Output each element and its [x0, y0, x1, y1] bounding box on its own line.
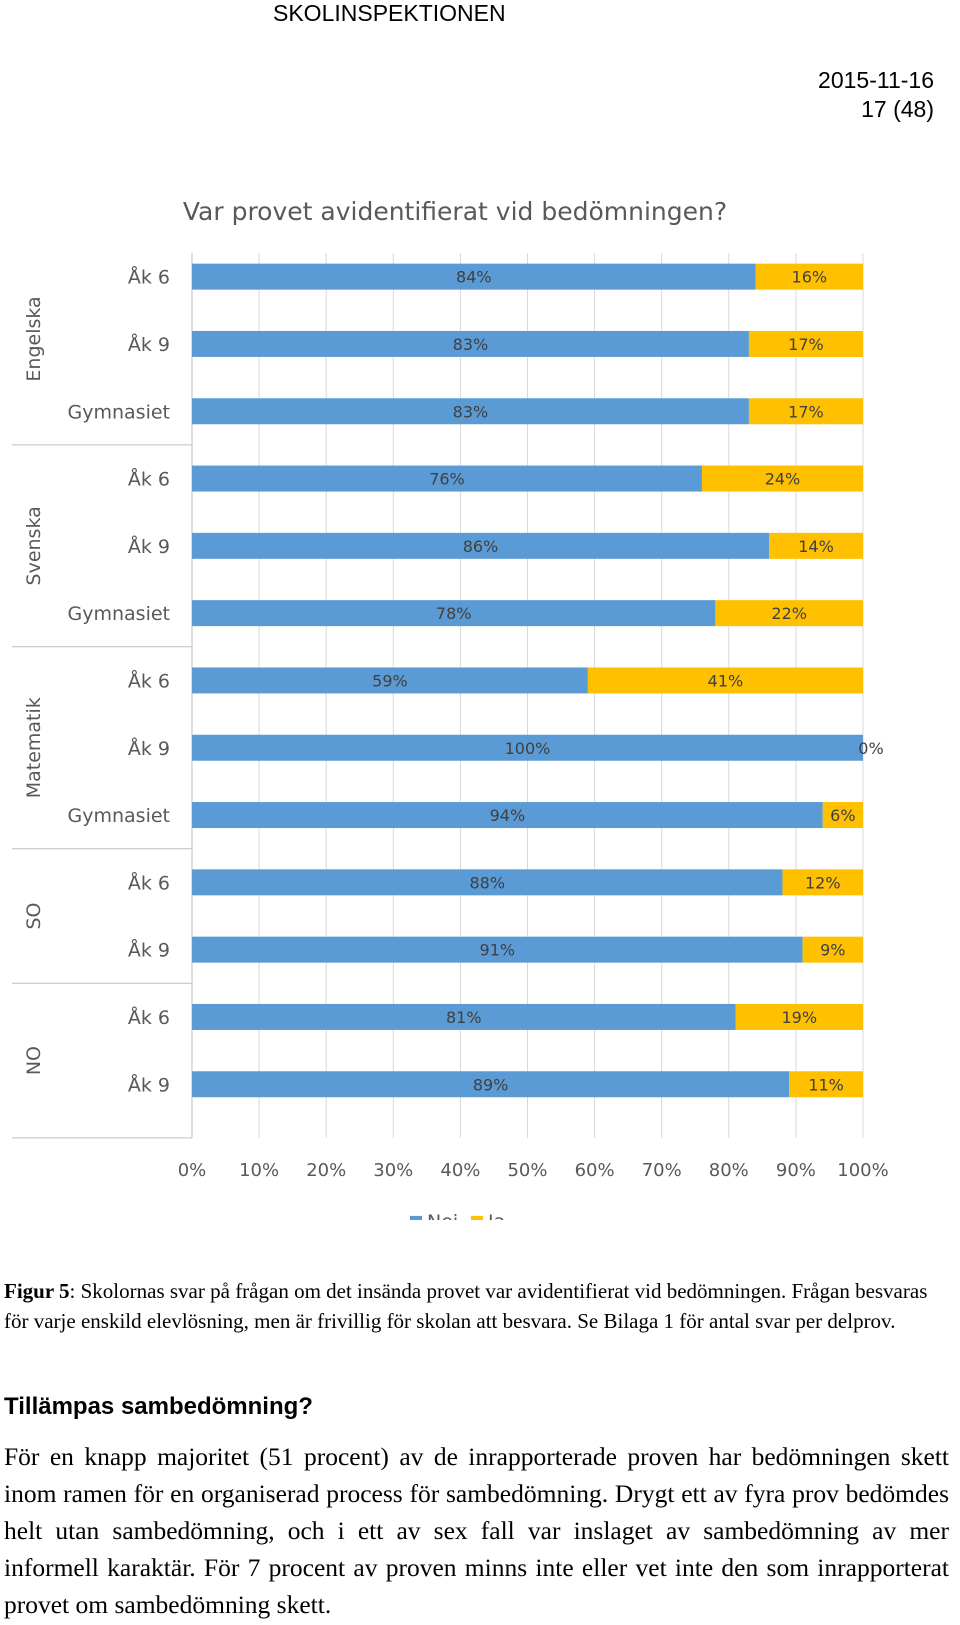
- bar-nej: [192, 600, 716, 627]
- group-label: Svenska: [23, 506, 45, 585]
- bar-ja: [735, 1003, 863, 1030]
- group-label: Matematik: [23, 697, 45, 798]
- data-label-ja: 17%: [788, 335, 824, 354]
- data-label-ja: 19%: [781, 1008, 817, 1027]
- bar-ja: [822, 802, 863, 829]
- x-tick-label: 0%: [178, 1160, 207, 1181]
- figure-caption-text: : Skolornas svar på frågan om det insänd…: [4, 1279, 928, 1333]
- x-tick-label: 40%: [440, 1160, 480, 1181]
- group-label: Engelska: [23, 296, 45, 381]
- bar-ja: [789, 1071, 863, 1098]
- category-label: Åk 9: [128, 939, 170, 962]
- data-label-nej: 76%: [429, 470, 465, 489]
- bar-nej: [192, 330, 749, 357]
- category-label: Åk 6: [128, 266, 170, 289]
- legend-label-nej: Nej: [427, 1211, 458, 1220]
- stacked-bar-chart: Var provet avidentifierat vid bedömninge…: [12, 197, 889, 1220]
- bar-nej: [192, 667, 588, 694]
- data-label-nej: 91%: [480, 941, 516, 960]
- data-label-nej: 89%: [473, 1075, 509, 1094]
- bar-nej: [192, 802, 823, 829]
- x-tick-label: 90%: [776, 1160, 816, 1181]
- bar-ja: [715, 600, 863, 627]
- bar-nej: [192, 1003, 736, 1030]
- x-tick-label: 60%: [575, 1160, 615, 1181]
- page-number: 17 (48): [861, 96, 934, 122]
- bar-ja: [769, 532, 863, 559]
- category-label: Gymnasiet: [68, 603, 170, 625]
- bar-nej: [192, 465, 702, 492]
- data-label-nej: 83%: [453, 335, 489, 354]
- data-label-ja: 9%: [820, 941, 845, 960]
- data-label-nej: 86%: [463, 537, 499, 556]
- bar-nej: [192, 398, 749, 425]
- section-heading: Tillämpas sambedömning?: [4, 1393, 313, 1420]
- data-label-ja: 17%: [788, 402, 824, 421]
- data-label-ja: 12%: [805, 873, 841, 892]
- bar-ja: [748, 398, 863, 425]
- category-label: Åk 9: [128, 1073, 170, 1096]
- bar-ja: [755, 263, 863, 290]
- bar-nej: [192, 869, 783, 896]
- category-label: Åk 6: [128, 871, 170, 894]
- data-label-nej: 83%: [453, 402, 489, 421]
- bar-nej: [192, 263, 756, 290]
- bar-nej: [192, 1071, 790, 1098]
- bar-ja: [802, 936, 863, 963]
- x-tick-label: 30%: [373, 1160, 413, 1181]
- chart-title: Var provet avidentifierat vid bedömninge…: [183, 197, 727, 226]
- data-label-nej: 100%: [505, 739, 551, 758]
- category-label: Åk 6: [128, 1006, 170, 1029]
- bar-ja: [748, 330, 863, 357]
- group-label: NO: [23, 1046, 45, 1075]
- bar-nej: [192, 734, 863, 761]
- category-label: Åk 9: [128, 333, 170, 356]
- figure-label: Figur 5: [4, 1279, 70, 1303]
- x-tick-label: 10%: [239, 1160, 279, 1181]
- x-tick-label: 20%: [306, 1160, 346, 1181]
- bar-ja: [782, 869, 863, 896]
- category-label: Gymnasiet: [68, 401, 170, 423]
- data-label-ja: 16%: [792, 268, 828, 287]
- data-label-nej: 94%: [490, 806, 526, 825]
- legend-label-ja: Ja: [487, 1211, 505, 1220]
- legend-swatch-ja: [471, 1215, 483, 1220]
- bar-ja: [587, 667, 863, 694]
- data-label-ja: 11%: [808, 1075, 844, 1094]
- data-label-ja: 6%: [830, 806, 855, 825]
- category-label: Åk 9: [128, 535, 170, 558]
- bar-nej: [192, 936, 803, 963]
- data-label-nej: 81%: [446, 1008, 482, 1027]
- x-tick-label: 70%: [642, 1160, 682, 1181]
- category-label: Åk 9: [128, 737, 170, 760]
- data-label-ja: 41%: [708, 671, 744, 690]
- bar-ja: [701, 465, 863, 492]
- legend-swatch-nej: [410, 1215, 422, 1220]
- x-tick-label: 80%: [709, 1160, 749, 1181]
- group-label: SO: [23, 902, 45, 929]
- data-label-nej: 59%: [372, 671, 408, 690]
- data-label-ja: 24%: [765, 470, 801, 489]
- data-label-nej: 88%: [469, 873, 505, 892]
- figure-caption: Figur 5: Skolornas svar på frågan om det…: [4, 1276, 934, 1336]
- data-label-ja: 0%: [858, 739, 883, 758]
- data-label-ja: 14%: [798, 537, 834, 556]
- bar-nej: [192, 532, 770, 559]
- data-label-nej: 84%: [456, 268, 492, 287]
- category-label: Åk 6: [128, 669, 170, 692]
- category-label: Åk 6: [128, 468, 170, 491]
- x-tick-label: 50%: [507, 1160, 547, 1181]
- x-tick-label: 100%: [837, 1160, 888, 1181]
- organization-name: SKOLINSPEKTIONEN: [273, 0, 506, 26]
- data-label-ja: 22%: [771, 604, 807, 623]
- document-date: 2015-11-16: [818, 67, 934, 93]
- category-label: Gymnasiet: [68, 805, 170, 827]
- body-paragraph: För en knapp majoritet (51 procent) av d…: [4, 1442, 949, 1619]
- data-label-nej: 78%: [436, 604, 472, 623]
